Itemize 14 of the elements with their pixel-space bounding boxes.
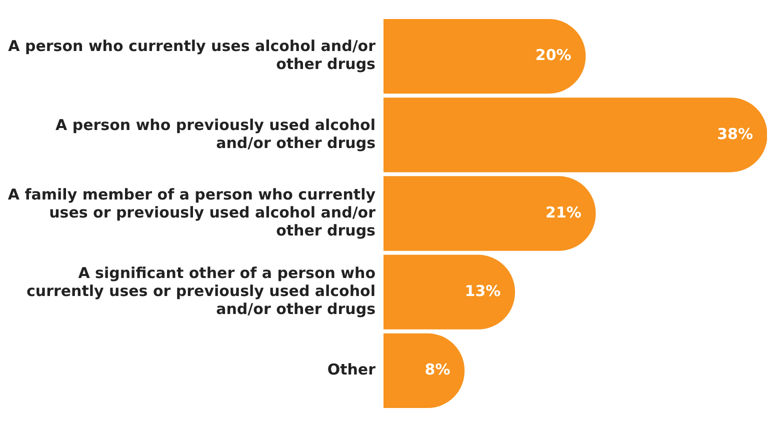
y-tick-label: A significant other of a person who currently uses or previously used alcohol and/or other drugs	[26, 264, 376, 318]
y-tick-label: A family member of a person who currently uses or previously used alcohol and/or other drugs	[8, 185, 376, 240]
y-tick-label: A person who previously used alcohol and/or other drugs	[56, 116, 376, 152]
data-label: 20%	[535, 46, 572, 64]
bar	[384, 254, 516, 330]
bar	[384, 18, 586, 94]
bar	[384, 98, 767, 172]
y-tick-label: Other	[327, 360, 376, 379]
data-label: 13%	[464, 282, 501, 300]
data-label: 21%	[546, 203, 582, 222]
data-label: 38%	[717, 124, 753, 143]
data-label: 8%	[424, 360, 450, 379]
bar	[384, 176, 596, 251]
y-tick-label: A person who currently uses alcohol and/or other drugs	[8, 37, 376, 74]
